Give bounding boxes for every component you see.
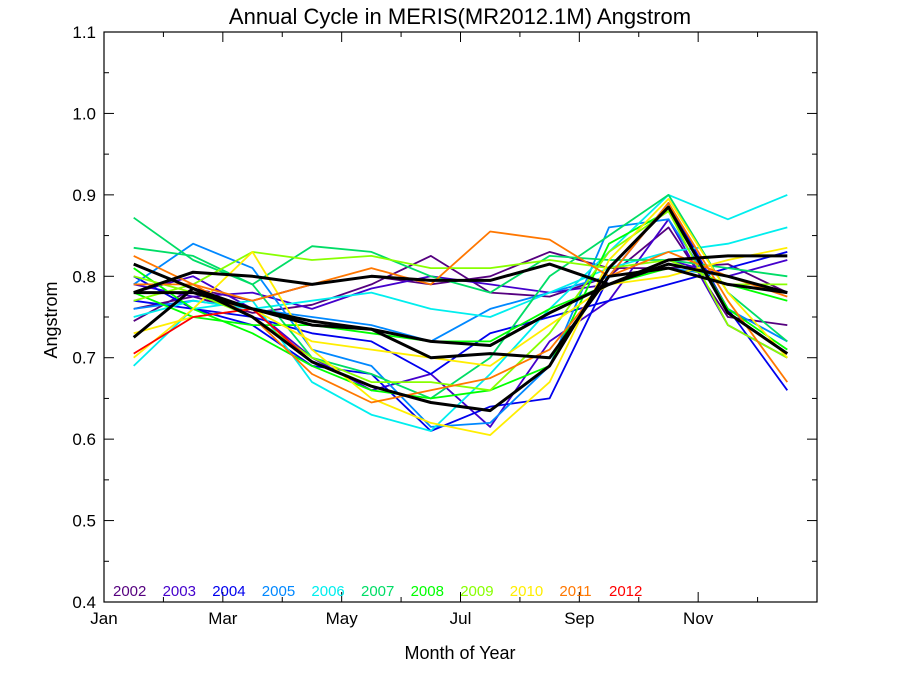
mean-line-2 [133, 262, 788, 360]
legend-entry-2011: 2011 [559, 583, 591, 600]
mean-series-layer [132, 205, 789, 413]
legend-entry-2003: 2003 [163, 583, 196, 600]
series-line-2010-16 [133, 197, 788, 437]
mean-line-0 [132, 205, 789, 413]
x-tick-label: Sep [564, 609, 594, 628]
x-tick-label: Mar [208, 609, 238, 628]
series-line-2005-6 [133, 218, 788, 428]
series-layer [133, 193, 789, 437]
legend-entry-2012: 2012 [609, 583, 642, 600]
legend: 2002 2003 2004 2005 2006 2007 2008 2009 2010 2011… [113, 583, 642, 600]
x-axis-label: Month of Year [404, 643, 515, 663]
y-tick-label: 0.9 [72, 186, 96, 205]
series-line-2004-5 [133, 251, 788, 375]
series-line-2009-15 [133, 250, 788, 302]
y-tick-label: 0.4 [72, 593, 96, 612]
legend-entry-2005: 2005 [262, 583, 295, 600]
legend-entry-2007: 2007 [361, 583, 394, 600]
y-tick-label: 1.1 [72, 23, 96, 42]
y-tick-label: 0.7 [72, 349, 96, 368]
legend-entry-2004: 2004 [212, 583, 245, 600]
mean-line-3 [133, 254, 788, 295]
y-axis-label: Angstrom [41, 281, 61, 358]
chart-title: Annual Cycle in MERIS(MR2012.1M) Angstro… [229, 4, 691, 29]
legend-entry-2009: 2009 [460, 583, 493, 600]
x-tick-label: Nov [683, 609, 714, 628]
legend-entry-2010: 2010 [510, 583, 543, 600]
series-line-2012-20 [133, 307, 313, 363]
y-tick-label: 0.8 [72, 267, 96, 286]
x-tick-label: May [326, 609, 359, 628]
legend-entry-2008: 2008 [411, 583, 444, 600]
legend-entry-2002: 2002 [113, 583, 146, 600]
series-line-2011-19 [133, 230, 788, 302]
x-axis: Jan Mar May Jul Sep Nov [90, 32, 818, 628]
y-tick-label: 0.5 [72, 512, 96, 531]
y-tick-label: 1.0 [72, 104, 96, 123]
x-tick-label: Jul [450, 609, 472, 628]
y-axis: 0.4 0.5 0.6 0.7 0.8 0.9 1.0 1.1 [72, 23, 817, 612]
x-tick-label: Jan [90, 609, 117, 628]
series-line-2007-11 [133, 245, 788, 294]
legend-entry-2006: 2006 [311, 583, 344, 600]
y-tick-label: 0.6 [72, 430, 96, 449]
series-line-2006-8 [133, 193, 788, 432]
series-line-2003-2 [133, 218, 788, 428]
